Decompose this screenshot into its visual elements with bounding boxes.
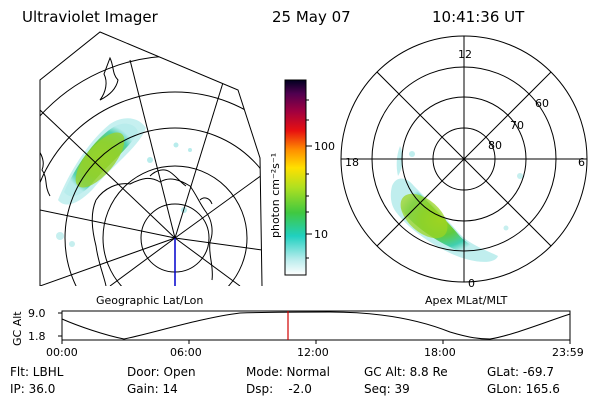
polar-grid: [340, 35, 588, 283]
mlat-label-80: 80: [488, 139, 502, 152]
meridian-grid-left: [40, 59, 262, 286]
aurora-emission-right: [390, 146, 523, 262]
mlt-label-0: 0: [468, 277, 475, 290]
left-panel-caption: Geographic Lat/Lon: [96, 294, 204, 307]
info-door: Door: Open: [127, 365, 196, 379]
mlt-label-18: 18: [345, 156, 359, 169]
altitude-xtick-0600: 06:00: [170, 346, 202, 359]
info-glat: GLat: -69.7: [487, 365, 554, 379]
altitude-xtick-1800: 18:00: [424, 346, 456, 359]
info-seq: Seq: 39: [364, 382, 410, 396]
info-gc-alt: GC Alt: 8.8 Re: [364, 365, 448, 379]
altitude-xtick-1200: 12:00: [297, 346, 329, 359]
instrument-title: Ultraviolet Imager: [22, 8, 158, 26]
altitude-ylabel: GC Alt: [11, 311, 24, 346]
altitude-ticks: [58, 312, 571, 344]
altitude-plot: [58, 310, 571, 344]
info-dsp: Dsp: -2.0: [246, 382, 312, 396]
info-mode: Mode: Normal: [246, 365, 330, 379]
colorbar-tick-10: 10: [314, 228, 328, 241]
info-filter: Flt: LBHL: [10, 365, 64, 379]
mlt-label-6: 6: [578, 156, 585, 169]
colorbar-unit-label: photon cm⁻²s⁻¹: [269, 152, 282, 238]
time-label: 10:41:36 UT: [432, 8, 525, 26]
colorbar: [284, 79, 312, 276]
colorbar-ticks: [306, 99, 312, 259]
info-glon: GLon: 165.6: [487, 382, 560, 396]
coastlines: [40, 56, 213, 286]
altitude-curve: [61, 311, 571, 340]
mlt-label-12: 12: [458, 48, 472, 61]
altitude-ytick-high: 9.0: [28, 307, 46, 320]
mlat-label-70: 70: [510, 119, 524, 132]
magnetic-polar-map: [340, 35, 588, 283]
view-boundary: [39, 31, 263, 287]
mlat-label-60: 60: [535, 97, 549, 110]
altitude-xtick-2359: 23:59: [552, 346, 584, 359]
date-label: 25 May 07: [272, 8, 351, 26]
colorbar-tick-100: 100: [314, 140, 335, 153]
info-gain: Gain: 14: [127, 382, 178, 396]
colorbar-gradient: [284, 79, 307, 276]
altitude-xtick-0000: 00:00: [46, 346, 78, 359]
info-ip: IP: 36.0: [10, 382, 56, 396]
altitude-ytick-low: 1.8: [28, 330, 46, 343]
right-panel-caption: Apex MLat/MLT: [425, 294, 508, 307]
